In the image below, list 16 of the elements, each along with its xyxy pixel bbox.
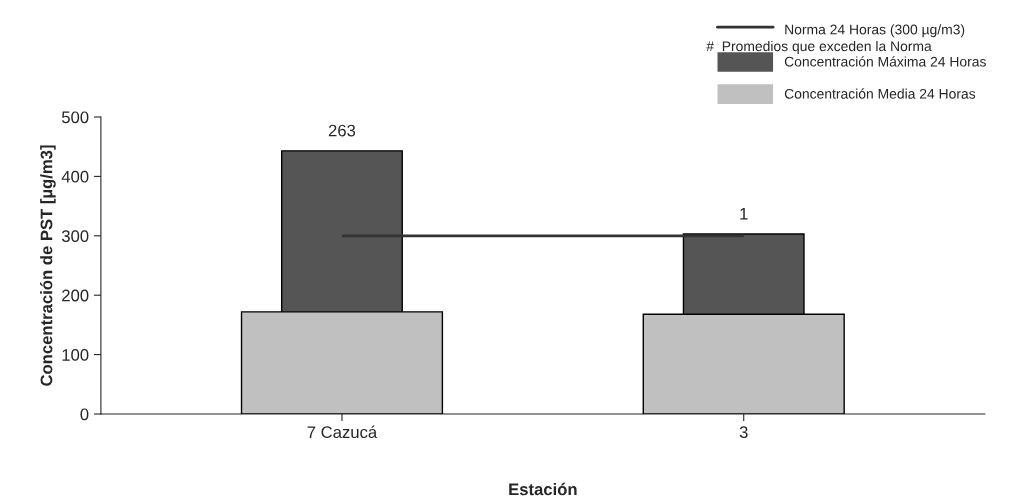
- annotation: 1: [740, 207, 748, 220]
- y-tick-label: 500: [61, 111, 89, 124]
- annotation: 263: [328, 124, 356, 137]
- y-tick-label: 0: [80, 408, 89, 421]
- y-tick-label: 400: [61, 170, 89, 183]
- x-tick-label: 7 Cazucá: [307, 425, 378, 439]
- x-tick-label: 3: [739, 426, 748, 439]
- text: # Promedios que exceden la Norma: [706, 40, 932, 54]
- legend-label: Concentración Media 24 Horas: [784, 88, 976, 99]
- y-tick-label: 200: [62, 289, 89, 302]
- y-tick-label: 100: [62, 349, 89, 361]
- x-axis-title: Estación: [509, 482, 577, 496]
- y-axis-title: Concentración de PST [µg/m3]: [39, 145, 56, 386]
- legend-label: Concentración Máxima 24 Horas: [784, 56, 986, 67]
- y-tick-label: 300: [61, 230, 89, 242]
- legend-label: Norma 24 Horas (300 µg/m3): [785, 24, 965, 38]
